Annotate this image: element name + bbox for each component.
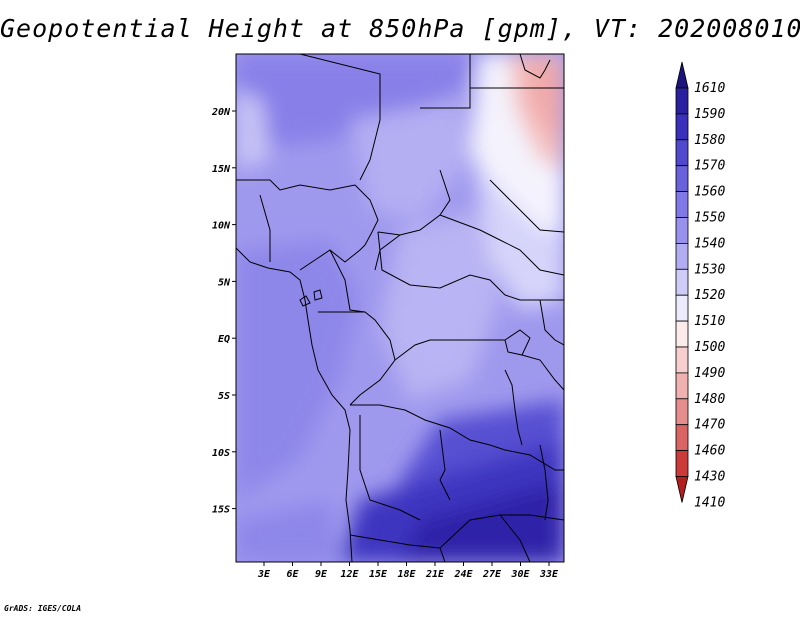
- lat-label: 5S: [218, 391, 230, 402]
- lat-label: EQ: [218, 334, 230, 345]
- lon-label: 21E: [425, 569, 445, 580]
- colorbar-bin: [675, 191, 689, 218]
- lon-label: 6E: [286, 569, 299, 580]
- colorbar-bin: [675, 346, 689, 374]
- colorbar-label: 1580: [694, 133, 725, 148]
- colorbar-bin: [675, 217, 689, 244]
- colorbar-label: 1610: [694, 81, 725, 96]
- colorbar-bin: [675, 113, 689, 141]
- lon-label: 27E: [482, 569, 502, 580]
- colorbar: 1610 1590 1580 1570 1560 1550 1540 1530 1520 1510…: [675, 61, 725, 510]
- colorbar-label: 1480: [694, 392, 725, 407]
- lat-label: 20N: [211, 107, 231, 118]
- colorbar-bin: [675, 87, 689, 115]
- lon-label: 18E: [397, 569, 416, 580]
- colorbar-bin: [675, 139, 689, 167]
- colorbar-bin: [675, 242, 689, 270]
- lat-label: 15N: [212, 164, 231, 175]
- lon-label: 12E: [340, 569, 359, 580]
- lat-label: 15S: [212, 505, 230, 516]
- colorbar-label: 1510: [694, 314, 725, 329]
- colorbar-label: 1530: [694, 262, 725, 277]
- longitude-axis: 3E 6E 9E 12E 15E 18E 21E 24E 27E 30E 33E: [257, 562, 559, 580]
- colorbar-bin: [675, 165, 689, 192]
- colorbar-label: 1540: [694, 236, 725, 251]
- lon-label: 3E: [257, 569, 271, 580]
- latitude-axis: 20N 15N 10N 5N EQ 5S 10S 15S: [211, 107, 236, 516]
- map-title: Geopotential Height at 850hPa [gpm], VT:…: [0, 14, 800, 43]
- colorbar-label: 1410: [694, 495, 725, 510]
- colorbar-bin: [675, 61, 689, 89]
- colorbar-bin: [675, 450, 689, 477]
- colorbar-bin: [675, 320, 689, 348]
- lon-label: 15E: [369, 569, 388, 580]
- colorbar-label: 1430: [694, 470, 725, 485]
- height-field: [236, 54, 564, 562]
- colorbar-bin: [675, 398, 689, 426]
- lon-label: 24E: [453, 569, 473, 580]
- lon-label: 9E: [315, 569, 328, 580]
- country-borders: [236, 54, 564, 562]
- colorbar-label: 1550: [694, 211, 725, 226]
- colorbar-label: 1470: [694, 418, 725, 433]
- colorbar-bin: [675, 476, 689, 503]
- colorbar-label: 1590: [694, 107, 725, 122]
- lat-label: 10N: [212, 221, 231, 232]
- lon-label: 30E: [510, 569, 530, 580]
- lat-label: 10S: [212, 448, 230, 459]
- colorbar-bin: [675, 268, 689, 296]
- colorbar-label: 1520: [694, 288, 725, 303]
- colorbar-bin: [675, 424, 689, 452]
- colorbar-label: 1570: [694, 159, 725, 174]
- colorbar-bin: [675, 294, 689, 322]
- colorbar-label: 1560: [694, 185, 725, 200]
- lat-label: 5N: [218, 277, 231, 288]
- colorbar-label: 1500: [694, 340, 725, 355]
- colorbar-label: 1490: [694, 366, 725, 381]
- lon-label: 33E: [539, 569, 559, 580]
- map-frame: [235, 53, 565, 563]
- colorbar-bin: [675, 372, 689, 400]
- colorbar-label: 1460: [694, 444, 725, 459]
- grads-credit: GrADS: IGES/COLA: [4, 604, 82, 613]
